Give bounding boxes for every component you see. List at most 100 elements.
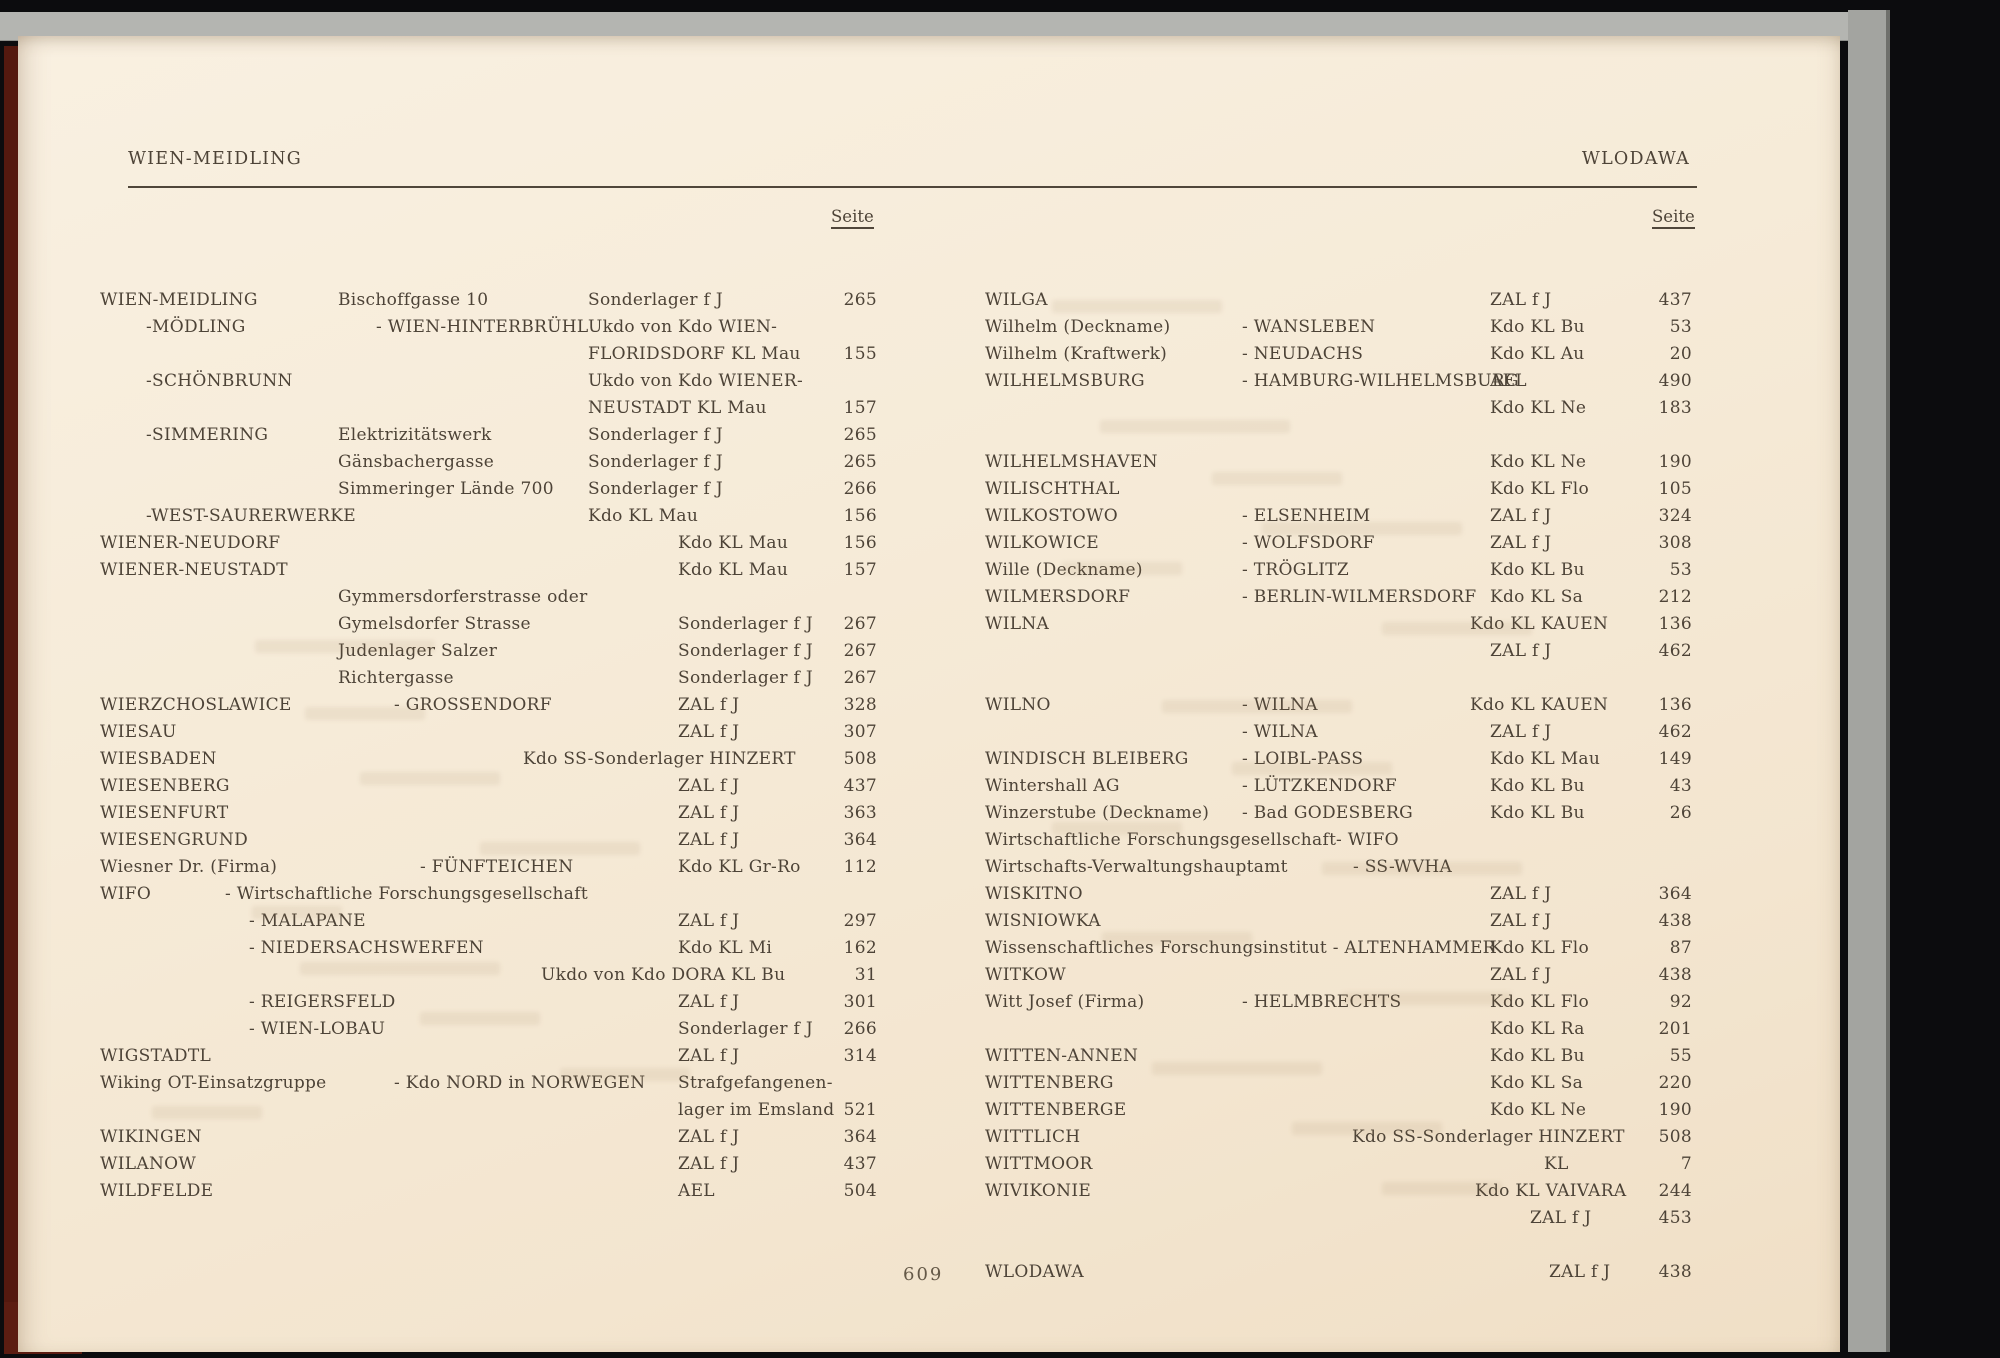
page-ref: 190 <box>1658 1100 1692 1120</box>
camp-designation: Sonderlager f J <box>678 668 813 688</box>
index-row: -SCHÖNBRUNN Ukdo von Kdo WIENER- <box>100 371 877 398</box>
place-name: Witt Josef (Firma) <box>985 992 1145 1012</box>
index-row: Wilhelm (Kraftwerk) - NEUDACHS Kdo KL Au 20 <box>985 344 1698 371</box>
camp-designation: Kdo KL Au <box>1490 344 1585 364</box>
page-ref: 437 <box>843 776 877 796</box>
camp-designation: ZAL f J <box>678 1046 740 1066</box>
place-name: WITTEN-ANNEN <box>985 1046 1139 1066</box>
page-ref: 53 <box>1669 317 1692 337</box>
index-row: WITTENBERG Kdo KL Sa 220 <box>985 1073 1698 1100</box>
index-row: WISNIOWKA ZAL f J 438 <box>985 911 1698 938</box>
place-name: WILMERSDORF <box>985 587 1131 607</box>
page-ref: 112 <box>843 857 877 877</box>
index-row: WIENER-NEUSTADT Kdo KL Mau 157 <box>100 560 877 587</box>
place-name: Wille (Deckname) <box>985 560 1143 580</box>
running-header-left: WIEN-MEIDLING <box>128 149 302 169</box>
camp-designation: Kdo SS-Sonderlager HINZERT <box>1352 1127 1625 1147</box>
place-name: WILKOSTOWO <box>985 506 1118 526</box>
camp-designation: Kdo KL Ra <box>1490 1019 1585 1039</box>
place-name: WIENER-NEUDORF <box>100 533 281 553</box>
alias-reference: - WILNA <box>1242 695 1318 715</box>
alias-reference: - WILNA <box>1242 722 1318 742</box>
place-name: WIESENFURT <box>100 803 229 823</box>
book-cover-right-edge <box>1848 10 1890 1352</box>
alias-reference: - HAMBURG-WILHELMSBURG <box>1242 371 1519 391</box>
street-or-sublocation: Gymmersdorferstrasse oder <box>338 587 588 607</box>
seite-column-label-left: Seite <box>831 207 874 229</box>
camp-designation: Kdo KL Ne <box>1490 1100 1587 1120</box>
page-ref: 265 <box>843 425 877 445</box>
camp-designation: Kdo KL Bu <box>1490 776 1585 796</box>
bleed-through-mark <box>1382 1182 1502 1195</box>
camp-designation: Kdo KL Bu <box>1490 317 1585 337</box>
alias-reference: - WIFO <box>1336 830 1399 850</box>
page-ref: 265 <box>843 290 877 310</box>
place-name: WIESENGRUND <box>100 830 249 850</box>
index-row: Wille (Deckname) - TRÖGLITZ Kdo KL Bu 53 <box>985 560 1698 587</box>
index-row: WILHELMSBURG - HAMBURG-WILHELMSBURG AEL 490 <box>985 371 1698 398</box>
camp-designation: Kdo KL Sa <box>1490 1073 1584 1093</box>
bleed-through-mark <box>1232 762 1392 775</box>
page-ref: 31 <box>854 965 877 985</box>
camp-designation: ZAL f J <box>678 695 740 715</box>
alias-reference: - GROSSENDORF <box>394 695 552 715</box>
place-name: WITTENBERGE <box>985 1100 1127 1120</box>
alias-reference: - Wirtschaftliche Forschungsgesellschaft <box>225 884 588 904</box>
index-row: WITTMOOR KL 7 <box>985 1154 1698 1181</box>
index-row: -SIMMERING Elektrizitätswerk Sonderlager f… <box>100 425 877 452</box>
place-name: Wilhelm (Deckname) <box>985 317 1171 337</box>
alias-reference: - SS-WVHA <box>1353 857 1453 877</box>
place-name: WIEN-MEIDLING <box>100 290 258 310</box>
camp-designation: ZAL f J <box>1490 533 1552 553</box>
bleed-through-mark <box>152 1106 262 1119</box>
place-name: WILGA <box>985 290 1048 310</box>
page-ref: 201 <box>1658 1019 1692 1039</box>
camp-designation: ZAL f J <box>678 830 740 850</box>
index-row: Gymelsdorfer Strasse Sonderlager f J 267 <box>100 614 877 641</box>
alias-reference: - ELSENHEIM <box>1242 506 1371 526</box>
page-ref: 55 <box>1669 1046 1692 1066</box>
index-row: WILGA ZAL f J 437 <box>985 290 1698 317</box>
alias-reference: - WIEN-HINTERBRÜHL <box>376 317 589 337</box>
camp-designation: Ukdo von Kdo WIENER- <box>588 371 803 391</box>
page-ref: 87 <box>1669 938 1692 958</box>
page-ref: 156 <box>843 506 877 526</box>
index-row: Wiking OT-Einsatzgruppe - Kdo NORD in NOR… <box>100 1073 877 1100</box>
camp-designation: Kdo KL Bu <box>1490 1046 1585 1066</box>
camp-designation: Kdo KL Ne <box>1490 452 1587 472</box>
place-name: WINDISCH BLEIBERG <box>985 749 1189 769</box>
page-ref: 267 <box>843 641 877 661</box>
bleed-through-mark <box>255 640 435 653</box>
place-name: Wissenschaftliches Forschungsinstitut - … <box>985 938 1496 958</box>
index-row: - WILNA ZAL f J 462 <box>985 722 1698 749</box>
camp-designation: Kdo KL Bu <box>1490 560 1585 580</box>
camp-designation: ZAL f J <box>678 803 740 823</box>
index-row: FLORIDSDORF KL Mau 155 <box>100 344 877 371</box>
place-name: WITTLICH <box>985 1127 1081 1147</box>
page-ref: 244 <box>1658 1181 1692 1201</box>
index-row: WIKINGEN ZAL f J 364 <box>100 1127 877 1154</box>
alias-reference: - LÜTZKENDORF <box>1242 776 1398 796</box>
index-row: Kdo KL Ne 183 <box>985 398 1698 425</box>
index-row: Wiesner Dr. (Firma) - FÜNFTEICHEN Kdo KL G… <box>100 857 877 884</box>
index-row: Wintershall AG - LÜTZKENDORF Kdo KL Bu 43 <box>985 776 1698 803</box>
page-ref: 190 <box>1658 452 1692 472</box>
camp-designation: lager im Emsland <box>678 1100 835 1120</box>
camp-designation: Kdo KL Gr-Ro <box>678 857 801 877</box>
index-row: WITTENBERGE Kdo KL Ne 190 <box>985 1100 1698 1127</box>
index-row: WILNO - WILNA Kdo KL KAUEN 136 <box>985 695 1698 722</box>
page-ref: 265 <box>843 452 877 472</box>
index-row: WIESENGRUND ZAL f J 364 <box>100 830 877 857</box>
place-name: Wiesner Dr. (Firma) <box>100 857 278 877</box>
index-row: WIGSTADTL ZAL f J 314 <box>100 1046 877 1073</box>
place-name: Wintershall AG <box>985 776 1120 796</box>
index-row: WIEN-MEIDLING Bischoffgasse 10 Sonderlager… <box>100 290 877 317</box>
place-name: WILHELMSHAVEN <box>985 452 1158 472</box>
place-name: WILNA <box>985 614 1050 634</box>
bleed-through-mark <box>252 906 342 919</box>
place-name: -MÖDLING <box>146 317 246 337</box>
page-ref: 105 <box>1658 479 1692 499</box>
seite-column-label-right: Seite <box>1652 207 1695 229</box>
street-or-sublocation: Elektrizitätswerk <box>338 425 492 445</box>
